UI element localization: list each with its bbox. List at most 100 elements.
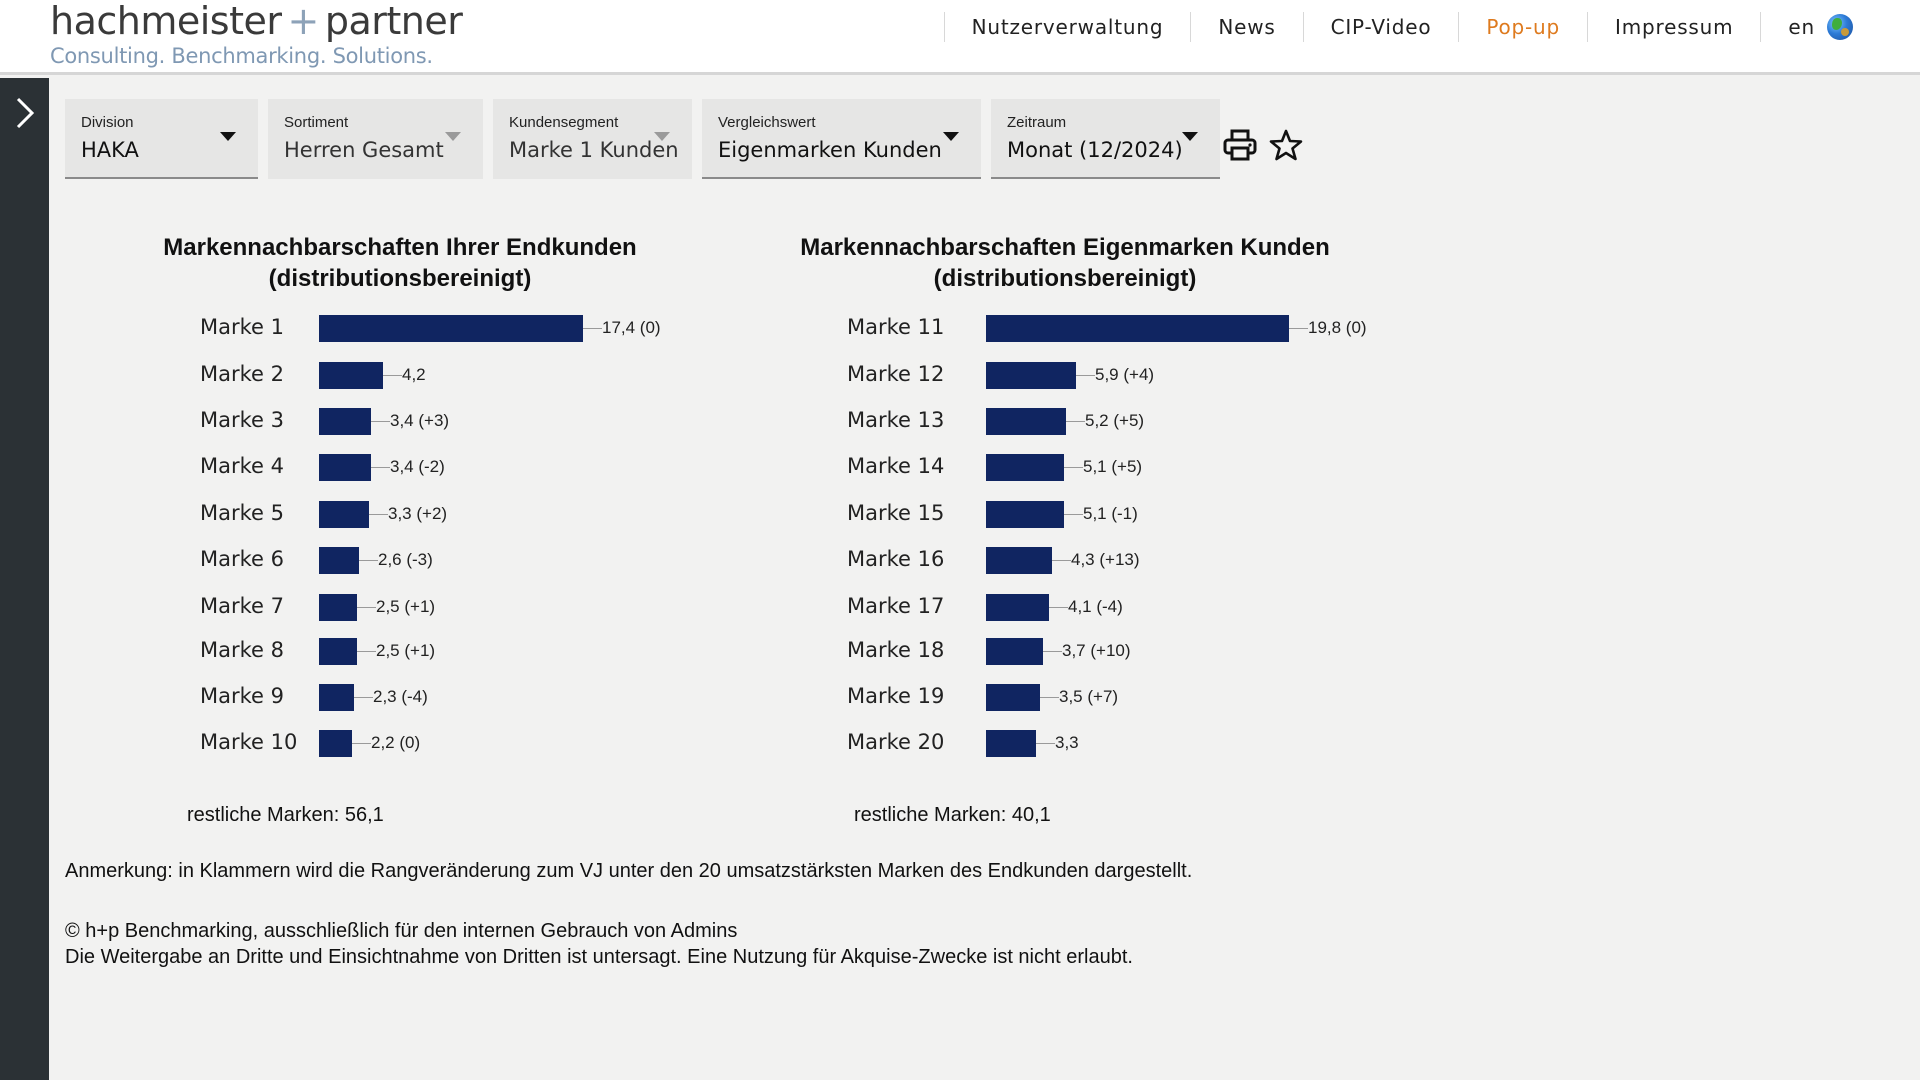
chart-2-leader-line [1036,743,1055,744]
chart-1-brand-label: Marke 8 [200,638,284,662]
logo-wordmark: hachmeister + partner [50,0,463,43]
chart-1-brand-label: Marke 5 [200,501,284,525]
chart-2-leader-line [1040,697,1059,698]
chart-2-leader-line [1076,375,1095,376]
chart-2-bar[interactable] [986,362,1076,389]
footnote: Anmerkung: in Klammern wird die Rangverä… [65,860,1193,882]
logo-left: hachmeister [50,0,282,43]
sortiment-select[interactable]: Sortiment Herren Gesamt [268,99,483,179]
zeitraum-select[interactable]: Zeitraum Monat (12/2024) [991,99,1220,179]
nav-impressum[interactable]: Impressum [1587,12,1760,42]
filter-bar: Division HAKA Sortiment Herren Gesamt Ku… [65,99,1220,179]
chart-2-value-label: 3,7 (+10) [1062,641,1131,660]
chart-1-bar[interactable] [319,408,371,435]
chart-2-value-label: 19,8 (0) [1308,318,1367,337]
chart-1-leader-line [371,467,390,468]
chart-1-leader-line [357,607,376,608]
chart-2-leader-line [1064,467,1083,468]
chart-1-brand-label: Marke 6 [200,547,284,571]
chevron-right-icon[interactable] [10,93,40,133]
chart-2-bar[interactable] [986,684,1040,711]
chart-2-brand-label: Marke 14 [847,454,945,478]
logo[interactable]: hachmeister + partner Consulting. Benchmar… [50,0,463,68]
chart-1-bar[interactable] [319,684,354,711]
chart-1-title-line2: (distributionsbereinigt) [268,265,532,292]
copyright-line2: Die Weitergabe an Dritte und Einsichtnah… [65,946,1133,968]
nav-cip-video[interactable]: CIP-Video [1302,12,1459,42]
sortiment-value: Herren Gesamt [284,138,444,162]
chart-1-brand-label: Marke 2 [200,362,284,386]
chart-2-value-label: 4,1 (-4) [1068,597,1123,616]
chart-1-value-label: 3,4 (+3) [390,411,450,430]
chart-2-leader-line [1043,651,1062,652]
division-label: Division [81,114,134,131]
print-icon[interactable] [1222,127,1258,163]
chart-2-value-label: 3,3 [1055,733,1079,752]
chart-1-brand-label: Marke 10 [200,730,298,754]
chart-2-brand-label: Marke 18 [847,638,945,662]
chart-1-brand-label: Marke 9 [200,684,284,708]
division-value: HAKA [81,138,139,162]
zeitraum-value: Monat (12/2024) [1007,138,1183,162]
chart-1-title: Markennachbarschaften Ihrer Endkunden (d… [140,232,660,294]
chart-2-brand-label: Marke 19 [847,684,945,708]
chart-2-bar[interactable] [986,594,1049,621]
logo-right: partner [324,0,463,43]
chart-2-bar[interactable] [986,501,1064,528]
chart-2-bar[interactable] [986,547,1052,574]
chart-2-value-label: 5,2 (+5) [1085,411,1145,430]
chart-2-value-label: 4,3 (+13) [1071,550,1140,569]
chart-2-value-label: 3,5 (+7) [1059,687,1119,706]
chart-1-value-label: 3,3 (+2) [388,504,448,523]
chart-1-bar[interactable] [319,315,583,342]
vergleichswert-select[interactable]: Vergleichswert Eigenmarken Kunden [702,99,981,179]
chart-1-brand-label: Marke 3 [200,408,284,432]
star-icon[interactable] [1268,127,1304,163]
chart-1-leader-line [357,651,376,652]
chart-2-title-line1: Markennachbarschaften Eigenmarken Kunden [800,234,1330,261]
chart-2-brand-label: Marke 17 [847,594,945,618]
kundensegment-label: Kundensegment [509,114,619,131]
nav-pop-up[interactable]: Pop-up [1458,12,1587,42]
chart-1-brand-label: Marke 4 [200,454,284,478]
chart-2-bar[interactable] [986,454,1064,481]
chart-1-leader-line [371,421,390,422]
top-nav: Nutzerverwaltung News CIP-Video Pop-up I… [943,10,1880,44]
vergleichswert-value: Eigenmarken Kunden [718,138,942,162]
language-switch[interactable]: en [1760,12,1880,42]
chart-2-bar[interactable] [986,408,1066,435]
chart-1-value-label: 3,4 (-2) [390,457,445,476]
copyright: © h+p Benchmarking, ausschließlich für d… [65,918,1133,970]
sidebar [0,78,49,1080]
chart-1-value-label: 2,5 (+1) [376,641,436,660]
chart-1-bar[interactable] [319,730,352,757]
sortiment-label: Sortiment [284,114,349,131]
chart-2-brand-label: Marke 20 [847,730,945,754]
chart-2-bar[interactable] [986,730,1036,757]
chart-1-value-label: 2,5 (+1) [376,597,436,616]
chart-2-bar[interactable] [986,315,1289,342]
chart-2-title-line2: (distributionsbereinigt) [933,265,1197,292]
division-select[interactable]: Division HAKA [65,99,258,179]
chart-1-bar[interactable] [319,594,357,621]
chart-1-leader-line [359,560,378,561]
chart-2-bar[interactable] [986,638,1043,665]
chart-2-brand-label: Marke 15 [847,501,945,525]
chevron-down-icon [1182,132,1198,141]
chevron-down-icon [220,132,236,141]
toolbar [1222,127,1304,163]
chart-2-leader-line [1049,607,1068,608]
nav-nutzerverwaltung[interactable]: Nutzerverwaltung [943,12,1191,42]
logo-tagline: Consulting. Benchmarking. Solutions. [50,44,433,68]
chart-1-leader-line [383,375,402,376]
chart-1-bar[interactable] [319,501,369,528]
chart-1-bar[interactable] [319,547,359,574]
nav-news[interactable]: News [1190,12,1302,42]
chart-1-value-label: 2,2 (0) [371,733,421,752]
chart-2-brand-label: Marke 11 [847,315,945,339]
chart-1-bar[interactable] [319,638,357,665]
chart-1-bar[interactable] [319,362,383,389]
chevron-down-icon [943,132,959,141]
kundensegment-select[interactable]: Kundensegment Marke 1 Kunden [493,99,692,179]
chart-1-bar[interactable] [319,454,371,481]
